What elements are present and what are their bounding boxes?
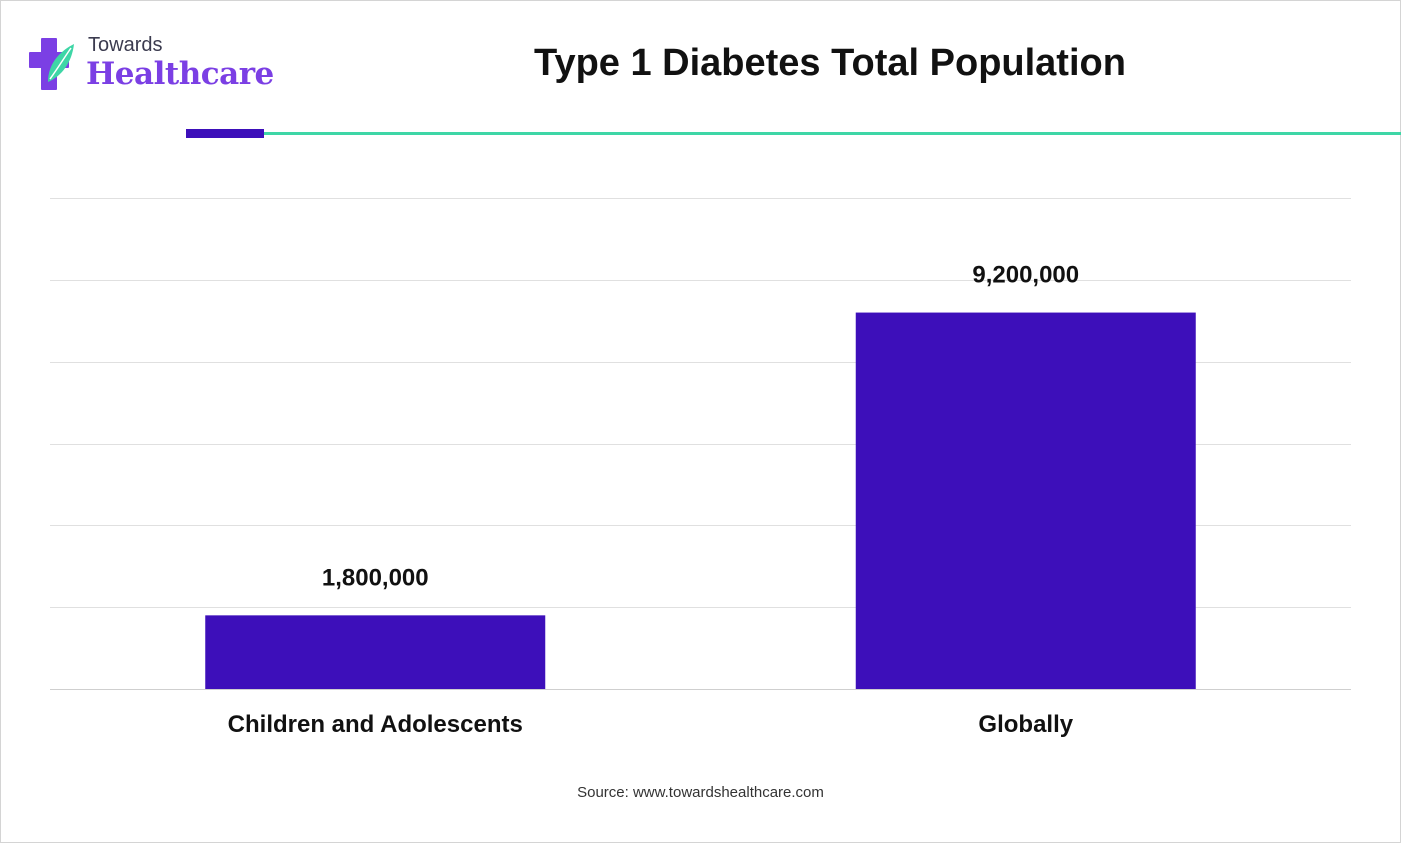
source-note: Source: www.towardshealthcare.com <box>577 784 824 801</box>
gridlines <box>50 198 1351 690</box>
data-labels: 1,800,000 9,200,000 <box>322 262 1079 592</box>
bars <box>205 312 1196 689</box>
data-label: 9,200,000 <box>972 262 1079 289</box>
category-labels: Children and Adolescents Globally <box>228 711 1074 738</box>
header-accent-line <box>264 132 1401 135</box>
data-label: 1,800,000 <box>322 564 429 591</box>
healthcare-cross-icon <box>29 38 74 90</box>
logo-text-healthcare: Healthcare <box>86 56 274 92</box>
chart-title: Type 1 Diabetes Total Population <box>534 42 1126 84</box>
header-accent-bar <box>186 129 264 138</box>
bar <box>205 615 546 689</box>
logo-text-towards: Towards <box>88 34 163 56</box>
towards-healthcare-logo: Towards Healthcare <box>28 34 288 100</box>
category-label: Globally <box>978 711 1073 738</box>
category-label: Children and Adolescents <box>228 711 523 738</box>
bar <box>855 312 1196 689</box>
